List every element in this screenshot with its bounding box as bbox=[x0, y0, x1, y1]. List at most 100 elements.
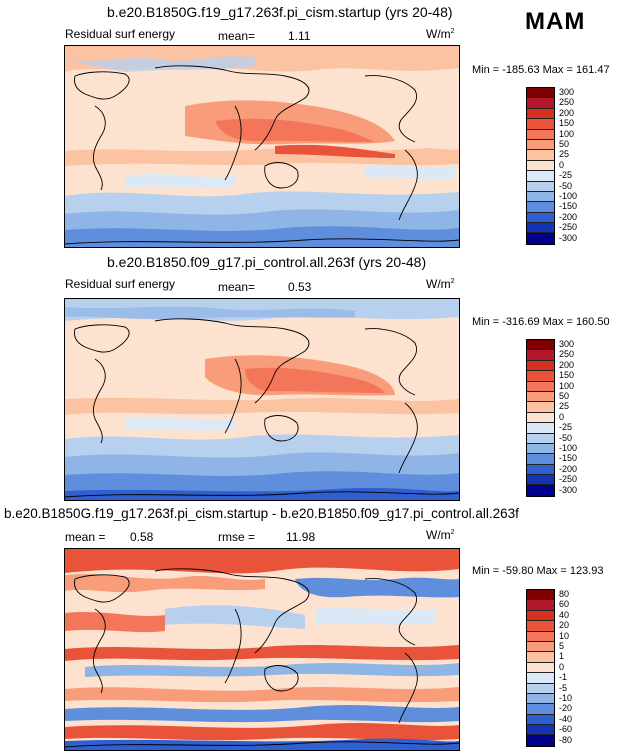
colorbar-swatch bbox=[527, 693, 554, 705]
panel-3-mean-value: 0.58 bbox=[130, 530, 154, 544]
panel-1-tick: -25 bbox=[559, 170, 573, 181]
panel-3-tick: 80 bbox=[559, 589, 570, 599]
panel-1-tick: 25 bbox=[559, 149, 570, 160]
colorbar-swatch bbox=[527, 402, 554, 413]
panel-1-title: b.e20.B1850G.f19_g17.263f.pi_cism.startu… bbox=[107, 4, 453, 20]
colorbar-swatch bbox=[527, 652, 554, 663]
colorbar-swatch bbox=[527, 360, 554, 372]
panel-1-tick: 250 bbox=[559, 97, 575, 108]
panel-1-map-svg bbox=[65, 46, 459, 247]
panel-3-tick: -5 bbox=[559, 682, 568, 693]
colorbar-swatch bbox=[527, 108, 554, 120]
panel-2-tick: -200 bbox=[559, 463, 578, 474]
panel-3-units: W/m2 bbox=[426, 528, 455, 542]
panel-3-rmse-value: 11.98 bbox=[286, 530, 316, 544]
colorbar-swatch bbox=[527, 454, 554, 465]
panel-1-tick: -150 bbox=[559, 201, 578, 212]
colorbar-swatch bbox=[527, 641, 554, 653]
panel-1-units: W/m2 bbox=[426, 27, 455, 41]
panel-1-min-max: Min = -185.63 Max = 161.47 bbox=[472, 64, 610, 76]
colorbar-swatch bbox=[527, 150, 554, 161]
panel-3-map-svg bbox=[65, 549, 459, 750]
panel-3-title: b.e20.B1850G.f19_g17.263f.pi_cism.startu… bbox=[4, 506, 519, 521]
panel-2-mean-value: 0.53 bbox=[288, 280, 312, 294]
panel-3-min-max: Min = -59.80 Max = 123.93 bbox=[472, 565, 604, 577]
colorbar-swatch bbox=[527, 714, 554, 726]
panel-1-tick: 50 bbox=[559, 139, 570, 149]
panel-3-tick: 60 bbox=[559, 599, 570, 610]
panel-2-tick: -100 bbox=[559, 443, 578, 453]
panel-1-tick: -100 bbox=[559, 191, 578, 201]
panel-1-tick: 200 bbox=[559, 107, 575, 118]
colorbar-swatch bbox=[527, 181, 554, 192]
panel-1-mean-value: 1.11 bbox=[288, 29, 311, 43]
colorbar-swatch bbox=[527, 391, 554, 403]
panel-3-tick: -60 bbox=[559, 724, 573, 735]
colorbar-swatch bbox=[527, 610, 554, 622]
panel-3-tick: -20 bbox=[559, 703, 573, 714]
season-label: MAM bbox=[525, 8, 586, 35]
panel-3-tick: 40 bbox=[559, 609, 570, 620]
colorbar-swatch bbox=[527, 371, 554, 382]
colorbar-swatch bbox=[527, 139, 554, 151]
colorbar-swatch bbox=[527, 191, 554, 203]
panel-2-tick: 25 bbox=[559, 401, 570, 412]
panel-1-tick: 300 bbox=[559, 87, 575, 97]
colorbar-swatch bbox=[527, 683, 554, 694]
colorbar-swatch bbox=[527, 600, 554, 611]
colorbar-swatch bbox=[527, 704, 554, 715]
panel-1-field-label: Residual surf energy bbox=[65, 27, 176, 41]
colorbar-swatch bbox=[527, 433, 554, 444]
panel-2-units: W/m2 bbox=[426, 277, 455, 291]
colorbar-swatch bbox=[527, 202, 554, 213]
colorbar-swatch bbox=[527, 98, 554, 109]
panel-3-tick: 5 bbox=[559, 641, 565, 651]
panel-1-tick: -200 bbox=[559, 211, 578, 222]
panel-2-tick: 200 bbox=[559, 359, 575, 370]
colorbar-swatch bbox=[527, 129, 554, 140]
panel-3-rmse-label: rmse = bbox=[218, 530, 256, 544]
colorbar-swatch bbox=[527, 662, 554, 674]
panel-3-tick: 1 bbox=[559, 651, 565, 662]
colorbar-swatch bbox=[527, 88, 554, 99]
panel-2-tick: 50 bbox=[559, 391, 570, 401]
panel-2-tick: 0 bbox=[559, 411, 565, 422]
panel-2-tick: -150 bbox=[559, 453, 578, 464]
colorbar-swatch bbox=[527, 464, 554, 476]
panel-1-tick: -300 bbox=[559, 232, 578, 243]
colorbar-swatch bbox=[527, 725, 554, 736]
colorbar-swatch bbox=[527, 735, 554, 746]
colorbar-swatch bbox=[527, 412, 554, 424]
panel-2-tick: -250 bbox=[559, 474, 578, 485]
colorbar-swatch bbox=[527, 223, 554, 234]
panel-1-colorbar bbox=[526, 87, 555, 245]
panel-2-min-max: Min = -316.69 Max = 160.50 bbox=[472, 316, 610, 328]
panel-2-tick: -50 bbox=[559, 432, 573, 443]
panel-1-tick: 150 bbox=[559, 118, 575, 129]
panel-2-field-label: Residual surf energy bbox=[65, 277, 176, 291]
colorbar-swatch bbox=[527, 443, 554, 455]
panel-3-colorbar bbox=[526, 589, 555, 747]
colorbar-swatch bbox=[527, 475, 554, 486]
colorbar-swatch bbox=[527, 590, 554, 601]
panel-3-map bbox=[64, 548, 460, 751]
panel-2-tick: 150 bbox=[559, 370, 575, 381]
panel-2-map-svg bbox=[65, 299, 459, 500]
panel-3-tick: -10 bbox=[559, 693, 573, 703]
panel-2-map bbox=[64, 298, 460, 501]
panel-3-tick: -1 bbox=[559, 672, 568, 683]
panel-3-mean-label: mean = bbox=[65, 530, 106, 544]
colorbar-swatch bbox=[527, 621, 554, 632]
panel-1-tick: -50 bbox=[559, 180, 573, 191]
colorbar-swatch bbox=[527, 212, 554, 224]
colorbar-swatch bbox=[527, 631, 554, 642]
panel-3-tick: 0 bbox=[559, 661, 565, 672]
panel-2-tick: 100 bbox=[559, 380, 575, 391]
colorbar-swatch bbox=[527, 160, 554, 172]
panel-2-tick: -300 bbox=[559, 484, 578, 495]
colorbar-swatch bbox=[527, 340, 554, 351]
panel-2-tick: 300 bbox=[559, 339, 575, 349]
panel-3-tick: 20 bbox=[559, 620, 570, 631]
panel-1-tick: 0 bbox=[559, 159, 565, 170]
panel-3-tick: -40 bbox=[559, 713, 573, 724]
